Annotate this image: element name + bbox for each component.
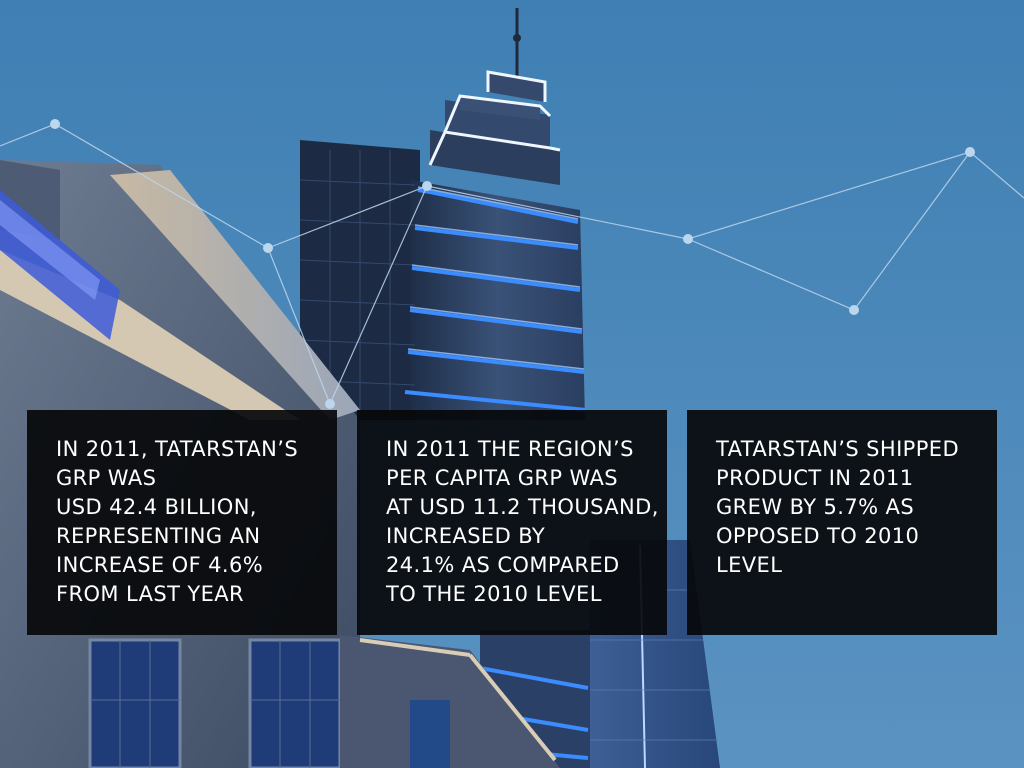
info-panel-per-capita-grp: In 2011 the region’s per capita GRP was …: [357, 410, 667, 635]
network-nodes: [50, 119, 975, 409]
info-panel-shipped-product: Tatarstan’s shipped product in 2011 grew…: [687, 410, 997, 635]
info-panel-grp: In 2011, Tatarstan’s GRP was USD 42.4 bi…: [27, 410, 337, 635]
info-panel-text: Tatarstan’s shipped product in 2011 grew…: [716, 437, 960, 577]
info-panel-text: In 2011, Tatarstan’s GRP was USD 42.4 bi…: [56, 437, 299, 606]
info-panel-text: In 2011 the region’s per capita GRP was …: [386, 437, 659, 606]
